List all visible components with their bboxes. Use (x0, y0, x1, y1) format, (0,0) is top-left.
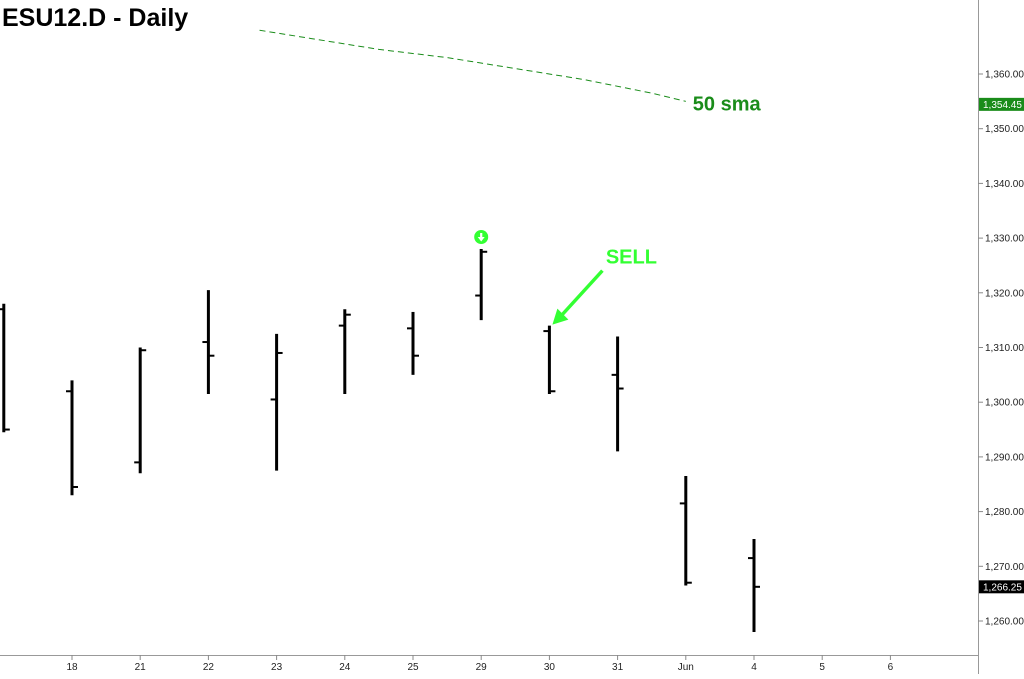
x-axis: 18 21 22 23 24 25 29 30 31 Jun 4 5 6 (66, 655, 894, 673)
ohlc-bar (748, 538, 760, 632)
x-tick-label: 22 (203, 662, 215, 673)
price-tag-label: 1,266.25 (983, 582, 1022, 593)
x-tick-label: 21 (135, 662, 147, 673)
x-tick-label: 4 (751, 662, 757, 673)
annotation-layer: SELL (474, 230, 657, 325)
sell-label: SELL (606, 247, 657, 269)
x-tick-label: 25 (407, 662, 419, 673)
x-tick-label: 30 (544, 662, 556, 673)
bars-layer (0, 249, 760, 632)
sell-arrow-line (559, 269, 604, 318)
ohlc-bar (475, 249, 488, 321)
ohlc-bar (338, 309, 351, 394)
ohlc-bar (0, 303, 10, 433)
ohlc-bar (66, 380, 78, 496)
ohlc-bar (543, 325, 556, 394)
price-tags: 1,354.45 1,266.25 (979, 97, 1024, 594)
y-tick-label: 1,360.00 (985, 70, 1024, 81)
price-tag-label: 1,354.45 (983, 100, 1022, 111)
y-tick-label: 1,260.00 (985, 617, 1024, 628)
ohlc-bar (407, 311, 419, 375)
ohlc-bar (270, 333, 283, 471)
y-tick-label: 1,310.00 (985, 343, 1024, 354)
price-tag-box (979, 97, 1024, 111)
y-tick-label: 1,330.00 (985, 234, 1024, 245)
ohlc-bar (611, 336, 624, 452)
y-tick-label: 1,280.00 (985, 507, 1024, 518)
x-tick-label: 24 (339, 662, 351, 673)
x-tick-label: 6 (888, 662, 894, 673)
y-tick-label: 1,270.00 (985, 562, 1024, 573)
y-tick-label: 1,340.00 (985, 179, 1024, 190)
ohlc-bar (202, 290, 215, 394)
y-tick-label: 1,290.00 (985, 452, 1024, 463)
sell-arrowhead (552, 308, 569, 325)
sma-label: 50 sma (693, 93, 762, 115)
ohlc-bar (679, 476, 692, 586)
x-tick-label: 31 (612, 662, 624, 673)
sma-line (259, 29, 686, 102)
y-tick-label: 1,350.00 (985, 124, 1024, 135)
x-tick-label: 5 (819, 662, 825, 673)
x-tick-label: 18 (66, 662, 78, 673)
x-tick-label: 23 (271, 662, 283, 673)
down-arrow-circle-icon (474, 230, 489, 245)
price-tag-box (979, 580, 1024, 594)
sma-layer: 50 sma (259, 29, 762, 115)
chart-title: ESU12.D - Daily (2, 4, 188, 32)
y-tick-label: 1,300.00 (985, 398, 1024, 409)
y-tick-label: 1,320.00 (985, 288, 1024, 299)
ohlc-bar (134, 347, 147, 474)
y-axis: 1,260.00 1,270.00 1,280.00 1,290.00 1,300.00… (978, 70, 1024, 628)
signal-arrow-head (477, 237, 485, 242)
x-tick-label: 29 (476, 662, 488, 673)
x-tick-label: Jun (678, 662, 694, 673)
